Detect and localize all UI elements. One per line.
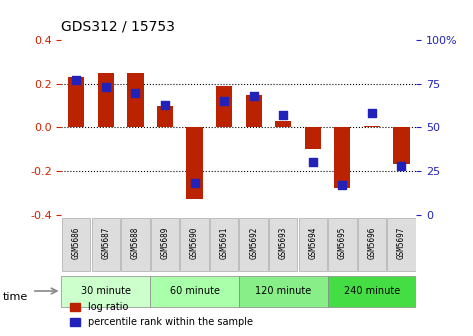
Point	[131, 90, 139, 95]
Point	[102, 85, 110, 90]
Text: GSM5686: GSM5686	[72, 227, 81, 259]
Bar	[68, 77, 84, 127]
Text: GSM5688: GSM5688	[131, 227, 140, 259]
Text: time: time	[2, 292, 27, 302]
FancyBboxPatch shape	[239, 276, 327, 307]
FancyBboxPatch shape	[298, 217, 327, 271]
Text: 240 minute: 240 minute	[344, 286, 400, 296]
Bar	[275, 121, 291, 127]
Point	[72, 78, 80, 83]
Text: 60 minute: 60 minute	[169, 286, 219, 296]
FancyBboxPatch shape	[61, 276, 150, 307]
Bar	[157, 106, 173, 127]
FancyBboxPatch shape	[387, 217, 416, 271]
FancyBboxPatch shape	[92, 217, 120, 271]
Text: GSM5696: GSM5696	[368, 227, 377, 259]
Bar	[98, 73, 114, 127]
Text: GSM5691: GSM5691	[219, 227, 228, 259]
FancyBboxPatch shape	[358, 217, 386, 271]
Text: 30 minute: 30 minute	[81, 286, 131, 296]
Bar	[364, 126, 380, 127]
Bar	[305, 127, 321, 149]
FancyBboxPatch shape	[62, 217, 90, 271]
Point	[220, 98, 228, 104]
FancyBboxPatch shape	[328, 217, 357, 271]
Bar	[334, 127, 350, 188]
Bar	[245, 95, 262, 127]
Legend: log ratio, percentile rank within the sample: log ratio, percentile rank within the sa…	[66, 298, 257, 331]
Text: 120 minute: 120 minute	[255, 286, 311, 296]
Text: GSM5694: GSM5694	[308, 227, 317, 259]
FancyBboxPatch shape	[210, 217, 238, 271]
Bar	[186, 127, 202, 199]
FancyBboxPatch shape	[150, 276, 239, 307]
Point	[368, 111, 376, 116]
FancyBboxPatch shape	[327, 276, 416, 307]
Point	[398, 163, 405, 168]
FancyBboxPatch shape	[180, 217, 209, 271]
FancyBboxPatch shape	[121, 217, 149, 271]
Point	[280, 113, 287, 118]
Bar	[394, 127, 410, 164]
Text: GSM5689: GSM5689	[160, 227, 169, 259]
Point	[250, 93, 257, 99]
Bar	[127, 73, 143, 127]
Text: GSM5695: GSM5695	[338, 227, 347, 259]
Text: GSM5697: GSM5697	[397, 227, 406, 259]
Bar	[216, 86, 232, 127]
Text: GSM5687: GSM5687	[101, 227, 110, 259]
FancyBboxPatch shape	[239, 217, 268, 271]
Text: GSM5690: GSM5690	[190, 227, 199, 259]
FancyBboxPatch shape	[269, 217, 298, 271]
Point	[339, 182, 346, 187]
Text: GSM5693: GSM5693	[279, 227, 288, 259]
FancyBboxPatch shape	[151, 217, 179, 271]
Point	[309, 160, 316, 165]
Point	[191, 180, 198, 186]
Text: GSM5692: GSM5692	[249, 227, 258, 259]
Text: GDS312 / 15753: GDS312 / 15753	[61, 19, 175, 34]
Point	[161, 102, 169, 108]
